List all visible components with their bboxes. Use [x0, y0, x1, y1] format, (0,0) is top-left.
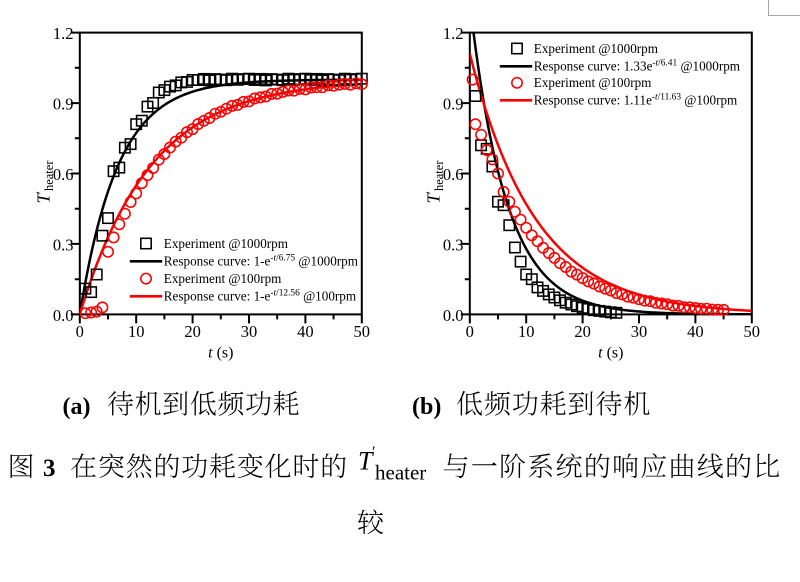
svg-text:20: 20 — [184, 322, 201, 341]
svg-text:40: 40 — [297, 322, 314, 341]
svg-text:Response curve: 1-e-t/12.56 @1: Response curve: 1-e-t/12.56 @100rpm — [164, 289, 357, 304]
svg-text:Experiment @1000rpm: Experiment @1000rpm — [164, 236, 289, 251]
svg-text:0.0: 0.0 — [53, 306, 74, 325]
svg-text:0.3: 0.3 — [443, 235, 464, 254]
svg-text:1.2: 1.2 — [53, 24, 74, 43]
svg-text:0.6: 0.6 — [443, 165, 464, 184]
svg-text:50: 50 — [354, 322, 371, 341]
svg-text:Experiment @1000rpm: Experiment @1000rpm — [534, 41, 659, 56]
svg-text:1.2: 1.2 — [443, 24, 464, 43]
svg-text:t (s): t (s) — [208, 345, 233, 362]
svg-text:t (s): t (s) — [598, 345, 623, 362]
svg-text:0.6: 0.6 — [53, 165, 74, 184]
svg-text:10: 10 — [128, 322, 145, 341]
svg-text:0: 0 — [76, 322, 84, 341]
svg-text:3: 3 — [43, 455, 56, 482]
svg-text:0: 0 — [466, 322, 474, 341]
svg-text:0.0: 0.0 — [443, 306, 464, 325]
svg-text:Experiment @100rpm: Experiment @100rpm — [164, 271, 282, 286]
svg-text:(b): (b) — [412, 394, 441, 420]
svg-text:Response curve: 1.11e-t/11.63: Response curve: 1.11e-t/11.63 @100rpm — [534, 93, 738, 108]
svg-text:40: 40 — [687, 322, 704, 341]
svg-text:′: ′ — [372, 444, 376, 461]
svg-text:Response curve: 1.33e-t/6.41 @: Response curve: 1.33e-t/6.41 @1000rpm — [534, 59, 741, 74]
svg-text:30: 30 — [631, 322, 648, 341]
svg-text:Response curve: 1-e-t/6.75 @10: Response curve: 1-e-t/6.75 @1000rpm — [164, 254, 359, 269]
svg-text:T: T — [358, 447, 374, 476]
svg-text:T′heater: T′heater — [33, 160, 56, 204]
svg-text:30: 30 — [241, 322, 258, 341]
svg-text:(a): (a) — [63, 394, 91, 420]
svg-text:0.3: 0.3 — [53, 235, 74, 254]
svg-text:50: 50 — [744, 322, 761, 341]
svg-text:10: 10 — [518, 322, 535, 341]
svg-text:heater: heater — [375, 461, 426, 485]
svg-text:0.9: 0.9 — [53, 95, 74, 114]
svg-text:20: 20 — [574, 322, 591, 341]
svg-text:Experiment @100rpm: Experiment @100rpm — [534, 75, 652, 90]
svg-text:0.9: 0.9 — [443, 95, 464, 114]
svg-text:T′heater: T′heater — [423, 160, 446, 204]
